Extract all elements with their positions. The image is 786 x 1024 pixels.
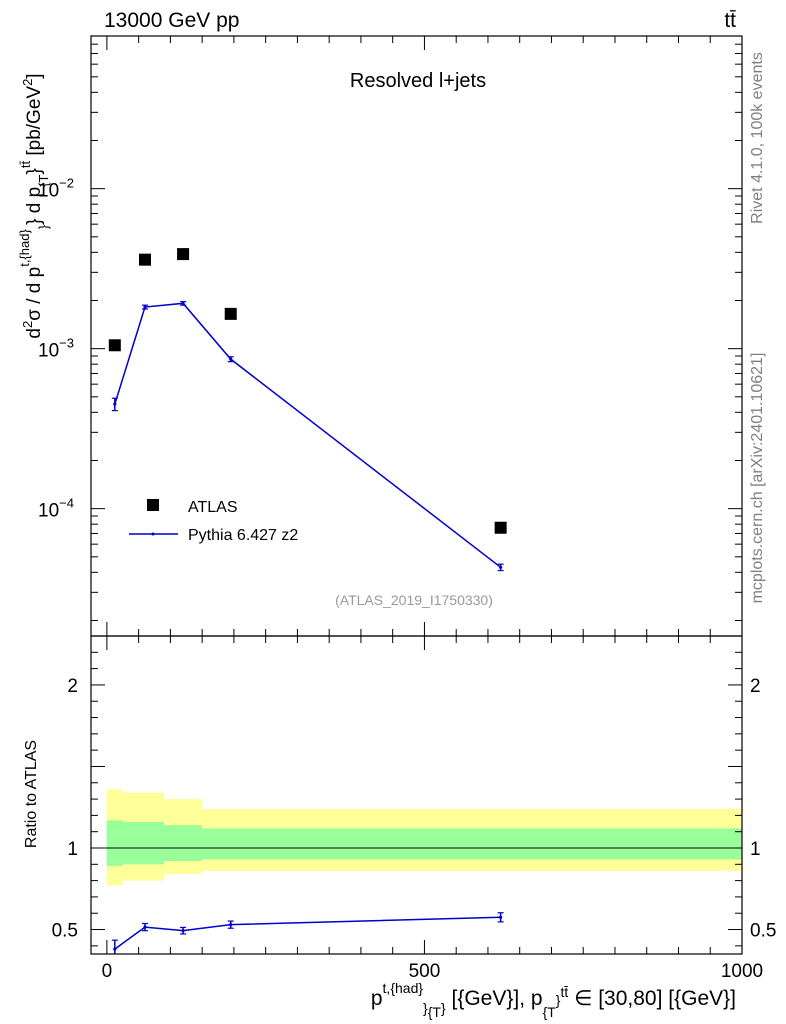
main-y-tick-label: 10−2 bbox=[38, 176, 74, 202]
ratio-point bbox=[143, 925, 147, 929]
legend-marker-atlas bbox=[147, 499, 159, 511]
ratio-point bbox=[229, 923, 233, 927]
header-energy-label: 13000 GeV pp bbox=[104, 9, 239, 32]
main-chart-title: Resolved l+jets bbox=[350, 70, 486, 92]
ratio-y-tick-labels: 0.5 0.5 1 1 2 2 bbox=[52, 676, 777, 942]
x-tick-label: 500 bbox=[409, 961, 441, 982]
mcplots-label: mcplots.cern.ch [arXiv:2401.10621] bbox=[749, 353, 766, 604]
pythia-series-line bbox=[114, 302, 502, 568]
pythia-point bbox=[499, 565, 503, 569]
main-series-group bbox=[108, 248, 507, 572]
main-y-axis-title: d2σ / d pt,{had}}} d p{T}tt̄ [pb/GeV2] bbox=[17, 73, 51, 338]
atlas-point bbox=[177, 248, 190, 261]
atlas-point bbox=[108, 339, 121, 352]
main-axis-ticks bbox=[91, 35, 743, 636]
main-y-tick-label: 10−3 bbox=[38, 336, 74, 362]
main-y-tick-labels: 10−2 10−3 10−4 bbox=[38, 176, 74, 522]
atlas-point bbox=[224, 307, 237, 320]
x-tick-labels: 0 500 1000 bbox=[102, 961, 764, 982]
ratio-y-tick-label-right: 0.5 bbox=[750, 921, 776, 942]
ratio-uncertainty-bands bbox=[106, 789, 742, 886]
ratio-y-axis-title: Ratio to ATLAS bbox=[23, 740, 40, 848]
legend-label-atlas: ATLAS bbox=[188, 499, 238, 516]
ratio-green-band bbox=[122, 821, 165, 865]
ratio-green-band bbox=[164, 825, 203, 862]
ratio-green-band bbox=[106, 820, 123, 866]
ratio-y-tick-label: 0.5 bbox=[52, 921, 78, 942]
x-axis-title: pt,{had}}{T} [{GeV}], p{T}tt̄ ∈ [30,80] … bbox=[371, 980, 736, 1020]
legend: ATLAS Pythia 6.427 z2 bbox=[129, 499, 298, 544]
x-tick-label: 0 bbox=[102, 961, 113, 982]
ratio-point bbox=[181, 929, 185, 933]
rivet-version-label: Rivet 4.1.0, 100k events bbox=[749, 52, 766, 224]
ratio-green-band bbox=[202, 828, 742, 860]
pythia-point bbox=[143, 305, 147, 309]
ratio-panel-frame bbox=[90, 635, 743, 955]
legend-label-pythia: Pythia 6.427 z2 bbox=[188, 527, 298, 544]
legend-marker-pythia bbox=[151, 532, 155, 536]
header-process-label: tt̄ bbox=[724, 9, 736, 32]
atlas-point bbox=[494, 521, 507, 534]
pythia-point bbox=[229, 357, 233, 361]
pythia-point bbox=[113, 402, 117, 406]
main-y-tick-label: 10−4 bbox=[38, 496, 74, 522]
ratio-y-tick-label-right: 1 bbox=[750, 839, 761, 860]
ratio-pythia-line bbox=[114, 916, 501, 950]
ratio-point bbox=[113, 947, 117, 951]
ratio-y-tick-label-right: 2 bbox=[750, 676, 761, 697]
x-tick-label: 1000 bbox=[721, 961, 763, 982]
atlas-point bbox=[138, 253, 151, 266]
ratio-y-tick-label: 2 bbox=[67, 676, 78, 697]
ratio-axis-ticks bbox=[91, 635, 743, 954]
analysis-watermark: (ATLAS_2019_I1750330) bbox=[335, 592, 493, 608]
main-panel-frame bbox=[90, 35, 743, 637]
pythia-point bbox=[181, 301, 185, 305]
ratio-point bbox=[499, 915, 503, 919]
ratio-panel: 0.5 0.5 1 1 2 2 0 500 1000 Ratio to ATLAS bbox=[23, 635, 777, 982]
ratio-y-tick-label: 1 bbox=[67, 839, 78, 860]
main-panel: 10−2 10−3 10−4 Resolved l+jets (ATLAS_2019… bbox=[17, 35, 743, 637]
ratio-series-group bbox=[111, 912, 504, 954]
